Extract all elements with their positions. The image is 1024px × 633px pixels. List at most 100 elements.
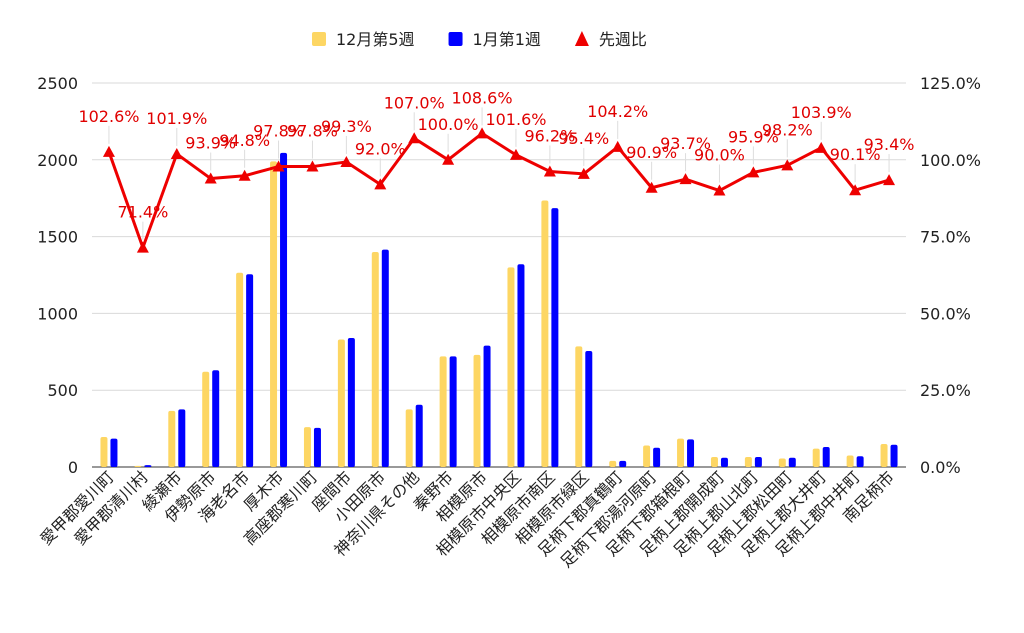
bar-12月第5週 [100,437,108,467]
bar-1月第1週 [822,447,830,467]
data-label: 93.4% [864,135,915,154]
bar-12月第5週 [439,356,447,467]
gridlines [92,82,906,468]
bar-1月第1週 [585,351,593,467]
left-tick-label: 1500 [37,228,78,247]
bar-12月第5週 [270,161,278,467]
data-label: 94.8% [219,131,270,150]
bar-1月第1週 [449,356,457,467]
bar-12月第5週 [778,458,786,467]
bar-12月第5週 [710,457,718,467]
line-marker [883,174,896,186]
line-marker [577,167,590,179]
data-label: 93.7% [660,134,711,153]
bar-12月第5週 [812,448,820,467]
line-marker [136,241,149,253]
data-label: 90.1% [830,145,881,164]
line-marker [408,132,421,144]
bar-12月第5週 [880,443,888,467]
bar-1月第1週 [619,460,627,467]
bar-1月第1週 [415,404,423,467]
line-marker [204,172,217,184]
line-marker [781,159,794,171]
line-marker [713,184,726,196]
line-marker [306,160,319,172]
line-marker [102,145,115,157]
data-label: 95.9% [728,127,779,146]
data-label: 98.2% [762,120,813,139]
legend-swatch [448,32,463,46]
legend-swatch [312,32,326,46]
bar-12月第5週 [134,465,142,467]
data-label: 97.8% [287,122,338,141]
left-tick-label: 1000 [37,304,78,323]
legend: 12月第5週 1月第1週 先週比 [312,30,647,49]
data-label: 71.4% [117,203,168,222]
bar-12月第5週 [507,267,515,467]
right-tick-label: 75.0% [920,228,971,247]
left-tick-label: 2000 [37,151,78,170]
bar-1月第1週 [720,457,728,467]
bar-12月第5週 [541,200,549,467]
right-tick-label: 0.0% [920,458,961,477]
bar-series [100,152,898,467]
line-marker [849,184,862,196]
data-label: 107.0% [384,93,445,112]
left-axis: 0 500 1000 1500 2000 2500 [37,74,78,477]
data-label: 96.2% [524,126,575,145]
bar-12月第5週 [405,409,413,467]
data-label: 102.6% [78,107,139,126]
data-label: 90.0% [694,146,745,165]
line-marker [815,141,828,153]
bar-12月第5週 [643,445,651,467]
data-label: 99.3% [321,117,372,136]
left-tick-label: 2500 [37,74,78,93]
data-label: 92.0% [355,139,406,158]
bar-1月第1週 [788,457,796,467]
bar-1月第1週 [212,370,220,467]
bar-1月第1週 [144,465,152,467]
line-marker [509,148,522,160]
line-先週比 [107,131,890,250]
data-label: 104.2% [587,102,648,121]
line-series: 102.6%71.4%101.9%93.9%94.8%97.8%97.8%99.… [78,88,915,253]
bar-12月第5週 [846,455,854,467]
bar-1月第1週 [313,427,321,467]
legend-label: 1月第1週 [473,30,541,49]
data-label: 101.9% [146,109,207,128]
data-label: 100.0% [418,115,479,134]
bar-12月第5週 [677,438,685,467]
bar-12月第5週 [337,339,345,467]
bar-1月第1週 [754,457,762,467]
bar-12月第5週 [303,427,311,467]
line-marker [543,165,556,177]
bar-12月第5週 [744,457,752,467]
right-tick-label: 100.0% [920,151,981,170]
line-marker [238,169,251,181]
right-tick-label: 25.0% [920,381,971,400]
bar-12月第5週 [168,410,176,467]
bar-12月第5週 [202,371,210,467]
bar-12月第5週 [575,346,583,467]
line-marker [374,178,387,190]
line-marker [645,181,658,193]
data-label: 93.9% [185,134,236,153]
line-marker [272,160,285,172]
line-marker [611,140,624,152]
legend-swatch [574,31,589,46]
legend-label: 先週比 [599,30,647,49]
bar-1月第1週 [347,337,355,467]
right-axis: 0.0% 25.0% 50.0% 75.0% 100.0% 125.0% [920,74,981,477]
data-label: 90.9% [626,143,677,162]
legend-label: 12月第5週 [336,30,415,49]
bar-1月第1週 [517,264,525,467]
bar-12月第5週 [236,272,244,467]
bar-1月第1週 [280,152,288,467]
bar-1月第1週 [110,438,118,467]
bar-1月第1週 [178,409,186,467]
bar-1月第1週 [551,208,559,467]
bar-12月第5週 [609,460,617,467]
right-tick-label: 50.0% [920,304,971,323]
